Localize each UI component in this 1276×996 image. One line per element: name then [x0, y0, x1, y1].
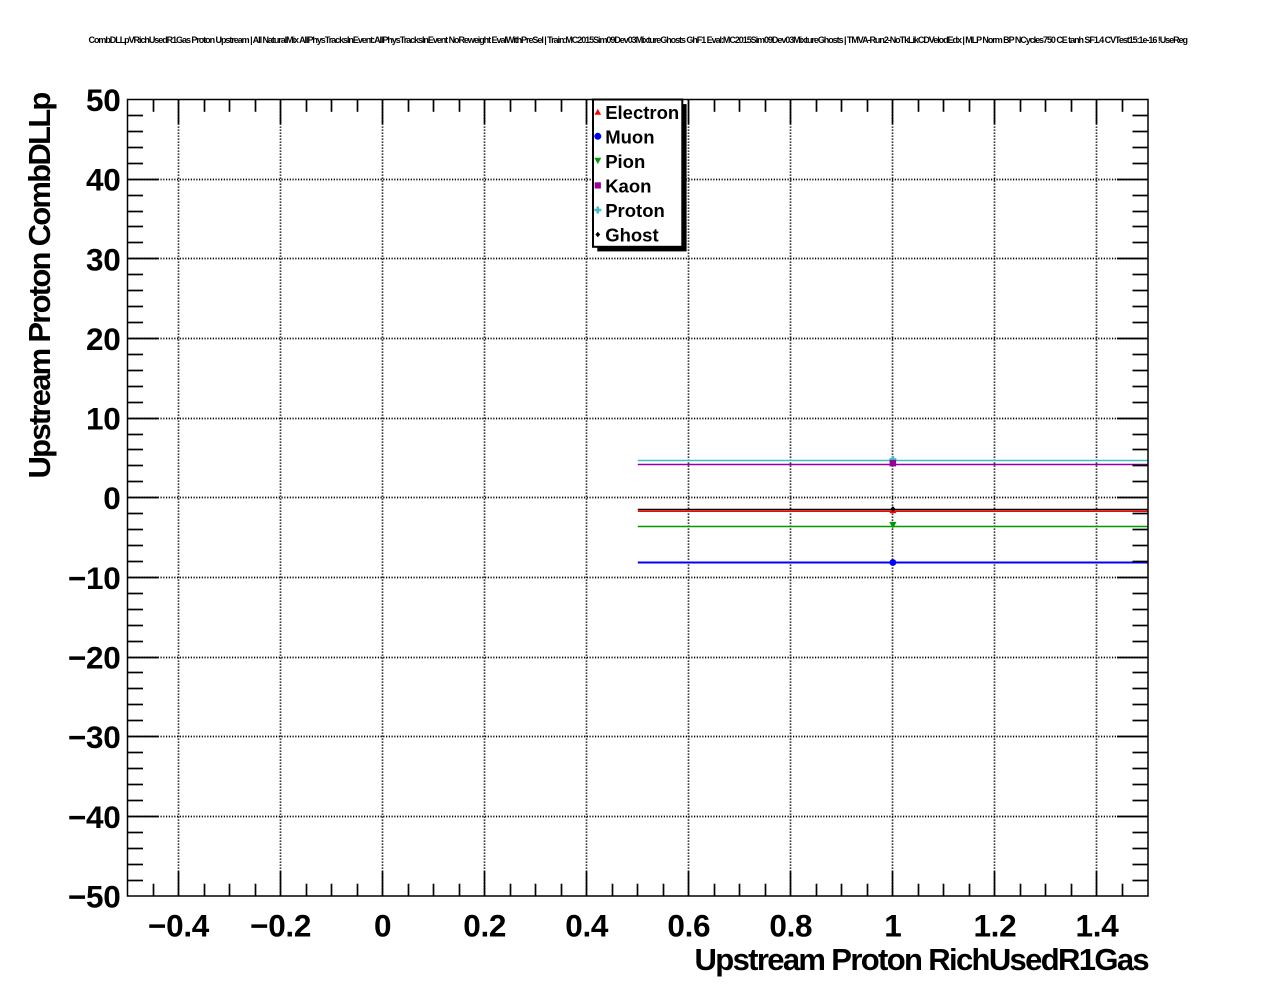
svg-text:Ghost: Ghost: [605, 225, 658, 246]
svg-text:Muon: Muon: [605, 126, 654, 147]
svg-text:−20: −20: [68, 640, 121, 676]
svg-text:0.4: 0.4: [565, 907, 609, 943]
svg-text:0: 0: [374, 907, 391, 943]
svg-text:Upstream Proton CombDLLp: Upstream Proton CombDLLp: [22, 93, 57, 479]
svg-text:1: 1: [884, 907, 901, 943]
svg-text:20: 20: [86, 321, 120, 357]
svg-text:−50: −50: [68, 879, 121, 915]
svg-text:−40: −40: [68, 799, 121, 835]
svg-text:Upstream Proton RichUsedR1Gas: Upstream Proton RichUsedR1Gas: [695, 942, 1149, 977]
svg-text:1.2: 1.2: [973, 907, 1016, 943]
svg-text:Electron: Electron: [605, 102, 679, 123]
svg-text:Kaon: Kaon: [605, 175, 651, 196]
svg-text:−0.4: −0.4: [148, 907, 210, 943]
svg-text:−30: −30: [68, 719, 121, 755]
svg-text:Proton: Proton: [605, 200, 665, 221]
svg-text:30: 30: [86, 241, 120, 277]
svg-text:50: 50: [86, 82, 120, 118]
svg-text:10: 10: [86, 401, 120, 437]
svg-text:0.8: 0.8: [769, 907, 812, 943]
svg-text:40: 40: [86, 162, 120, 198]
svg-text:−0.2: −0.2: [250, 907, 311, 943]
svg-text:1.4: 1.4: [1076, 907, 1120, 943]
svg-text:0.6: 0.6: [667, 907, 710, 943]
svg-text:−10: −10: [68, 560, 121, 596]
svg-text:0: 0: [103, 480, 120, 516]
svg-text:Pion: Pion: [605, 151, 645, 172]
svg-text:CombDLLpVRichUsedR1Gas Proton: CombDLLpVRichUsedR1Gas Proton Upstream |…: [89, 35, 1188, 45]
svg-text:0.2: 0.2: [463, 907, 506, 943]
